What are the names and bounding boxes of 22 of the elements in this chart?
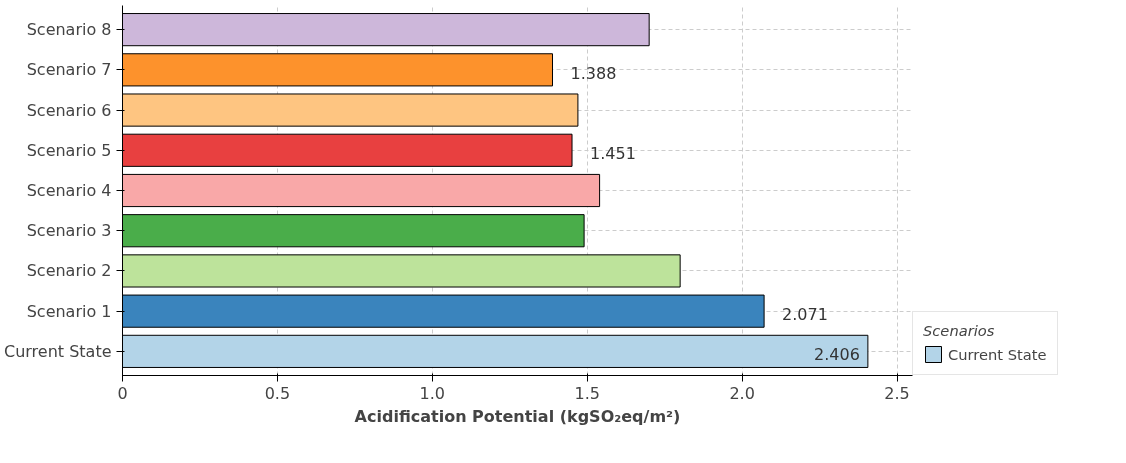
x-tick-label: 1.0 <box>419 383 446 403</box>
y-tick-label: Scenario 5 <box>26 140 112 160</box>
data-label: 2.406 <box>814 345 860 365</box>
y-tick-label: Scenario 1 <box>26 301 112 321</box>
x-axis-title: Acidification Potential (kgSO₂eq/m²) <box>354 406 681 426</box>
data-label: 2.071 <box>782 305 828 325</box>
legend-title: Scenarios <box>923 322 996 339</box>
x-tick-label: 0.5 <box>264 383 291 403</box>
y-tick-label: Scenario 8 <box>26 20 112 40</box>
x-tick-label: 2.5 <box>884 383 910 403</box>
data-label: 1.388 <box>570 63 617 83</box>
x-tick-label: 2.0 <box>729 383 755 403</box>
y-tick-label: Current State <box>3 341 112 361</box>
y-tick-label: Scenario 4 <box>26 181 112 200</box>
y-tick-label: Scenario 6 <box>26 100 112 120</box>
y-tick-label: Scenario 3 <box>26 221 112 241</box>
y-tick-label: Scenario 7 <box>26 60 112 80</box>
data-label: 1.451 <box>590 144 636 164</box>
x-tick-label: 0 <box>117 383 128 403</box>
y-tick-label: Scenario 2 <box>26 261 112 281</box>
x-tick-label: 1.5 <box>574 383 600 403</box>
legend-label: Current State <box>948 345 1047 363</box>
